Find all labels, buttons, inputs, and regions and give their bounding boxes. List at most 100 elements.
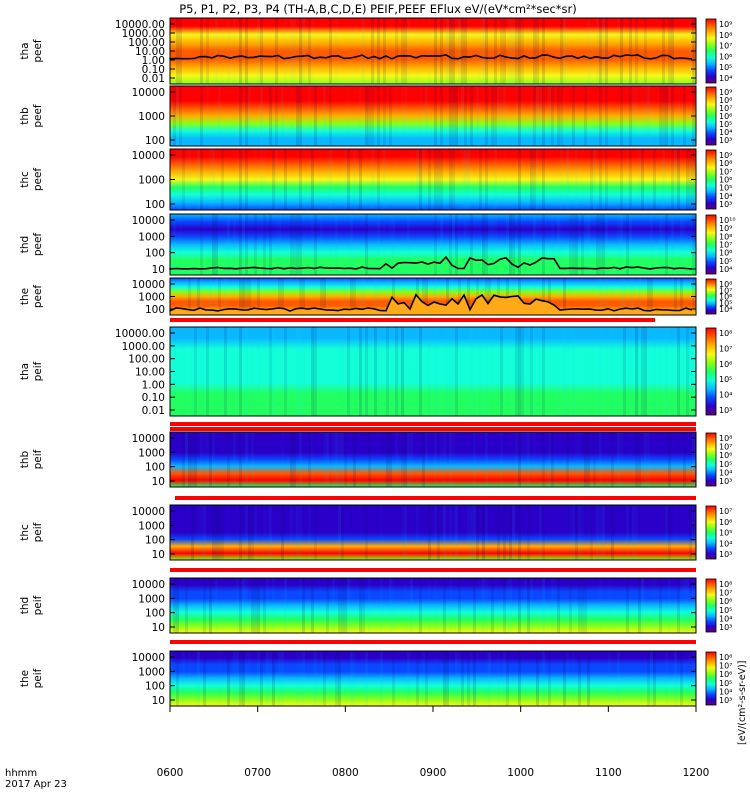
y-tick-label: 10.00 (135, 367, 165, 379)
texture-column (338, 651, 341, 706)
texture-column (635, 86, 638, 146)
texture-column (188, 432, 191, 487)
x-tick-label: 0700 (244, 767, 271, 779)
texture-column (671, 327, 674, 416)
x-tick-label: 0900 (420, 767, 447, 779)
texture-column (536, 214, 539, 275)
colorbar-tick-label: 10⁸ (719, 159, 732, 168)
texture-column (665, 505, 668, 560)
texture-column (542, 432, 545, 487)
texture-column (314, 214, 317, 275)
texture-column (410, 432, 413, 487)
texture-column (590, 149, 593, 210)
colorbar-tick-label: 10⁵ (719, 120, 732, 129)
texture-column (458, 327, 461, 416)
texture-column (416, 505, 419, 560)
colorbar-tick-label: 10⁶ (719, 360, 732, 369)
y-tick-label: 10000 (132, 215, 165, 227)
texture-column (416, 18, 419, 84)
texture-column (197, 18, 200, 84)
texture-column (233, 432, 236, 487)
texture-column (461, 651, 464, 706)
texture-column (671, 149, 674, 210)
texture-column (458, 278, 461, 315)
panel-frame (169, 577, 697, 634)
y-tick-label: 1000.00 (122, 28, 165, 40)
texture-column (530, 327, 533, 416)
texture-column (542, 651, 545, 706)
texture-column (206, 86, 209, 146)
texture-column (392, 214, 395, 275)
colorbar-tick-label: 10⁵ (719, 606, 732, 615)
texture-column (485, 86, 488, 146)
texture-column (269, 651, 272, 706)
texture-column (332, 149, 335, 210)
texture-column (473, 505, 476, 560)
texture-column (338, 505, 341, 560)
potential-line (169, 293, 693, 312)
texture-column (485, 505, 488, 560)
panel-product-label: peif (32, 449, 44, 469)
texture-column (638, 578, 641, 633)
texture-column (674, 18, 677, 84)
y-tick-label: 0.01 (142, 73, 165, 85)
y-tick-label: 100 (145, 462, 165, 474)
texture-column (542, 18, 545, 84)
texture-column (503, 505, 506, 560)
texture-column (392, 578, 395, 633)
texture-column (437, 18, 440, 84)
colorbar-tick-label: 10⁷ (719, 104, 732, 113)
texture-column (659, 86, 662, 146)
texture-column (518, 327, 521, 416)
texture-column (539, 86, 542, 146)
panel-product-label: peif (32, 668, 44, 688)
y-tick-label: 1000 (138, 231, 165, 243)
texture-column (389, 578, 392, 633)
texture-column (476, 278, 479, 315)
texture-column (323, 651, 326, 706)
texture-column (368, 86, 371, 146)
texture-column (623, 327, 626, 416)
texture-column (320, 278, 323, 315)
texture-column (407, 214, 410, 275)
texture-column (176, 149, 179, 210)
texture-column (449, 149, 452, 210)
texture-column (212, 505, 215, 560)
texture-column (323, 86, 326, 146)
texture-column (395, 432, 398, 487)
texture-column (467, 505, 470, 560)
texture-column (239, 149, 242, 210)
texture-column (455, 651, 458, 706)
texture-column (485, 214, 488, 275)
texture-column (518, 149, 521, 210)
texture-column (620, 327, 623, 416)
texture-column (587, 505, 590, 560)
colorbar-tick-label: 10⁶ (719, 451, 732, 460)
texture-column (203, 651, 206, 706)
texture-column (254, 149, 257, 210)
texture-column (599, 214, 602, 275)
texture-column (455, 214, 458, 275)
texture-column (245, 651, 248, 706)
texture-column (440, 327, 443, 416)
texture-column (245, 432, 248, 487)
texture-column (296, 505, 299, 560)
texture-column (329, 149, 332, 210)
colorbar-tick-label: 10³ (719, 136, 732, 145)
colorbar-tick-label: 10⁴ (719, 192, 732, 201)
texture-column (401, 18, 404, 84)
texture-column (536, 149, 539, 210)
texture-column (461, 214, 464, 275)
texture-column (515, 86, 518, 146)
texture-column (290, 214, 293, 275)
texture-column (629, 278, 632, 315)
texture-column (488, 214, 491, 275)
texture-column (353, 149, 356, 210)
panel-stack: 10000.001000.00100.0010.001.000.100.01th… (19, 17, 736, 707)
texture-column (203, 578, 206, 633)
texture-column (188, 149, 191, 210)
texture-column (242, 149, 245, 210)
texture-column (239, 505, 242, 560)
texture-column (182, 432, 185, 487)
